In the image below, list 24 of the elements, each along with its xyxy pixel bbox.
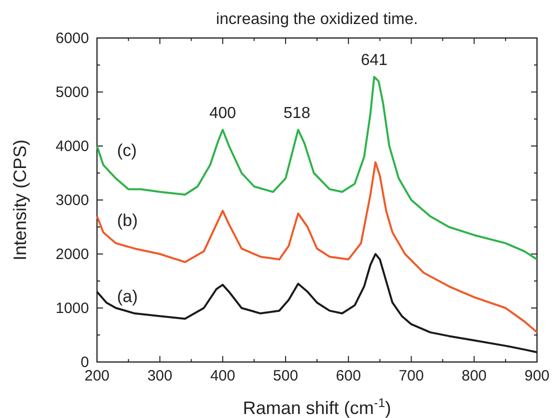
y-tick-label: 4000 xyxy=(56,138,89,155)
y-tick-label: 2000 xyxy=(56,246,89,263)
line-series xyxy=(96,161,538,334)
annotation: 518 xyxy=(284,104,310,122)
x-tick-label: 300 xyxy=(147,368,172,385)
chart-title: increasing the oxidized time. xyxy=(216,11,418,28)
x-tick-label: 700 xyxy=(398,368,424,385)
y-tick-label: 3000 xyxy=(56,192,89,209)
y-axis-title: Intensity (CPS) xyxy=(10,139,30,261)
x-tick-label: 400 xyxy=(210,368,236,385)
line-series xyxy=(96,76,538,260)
y-tick-label: 6000 xyxy=(56,30,89,47)
series-label: (b) xyxy=(117,211,138,230)
x-tick-label: 600 xyxy=(336,368,361,385)
annotation: 400 xyxy=(209,104,236,122)
x-axis-title: Raman shift (cm$^{-1}$) xyxy=(242,396,392,418)
x-tick-label: 900 xyxy=(524,368,550,385)
x-tick-label: 500 xyxy=(273,368,298,385)
series-label: (a) xyxy=(117,286,138,306)
x-tick-label: 800 xyxy=(462,368,487,385)
series-label: (c) xyxy=(117,141,137,160)
y-tick-label: 1000 xyxy=(56,300,89,317)
annotation: 641 xyxy=(360,52,388,69)
y-tick-label: 5000 xyxy=(56,84,89,101)
